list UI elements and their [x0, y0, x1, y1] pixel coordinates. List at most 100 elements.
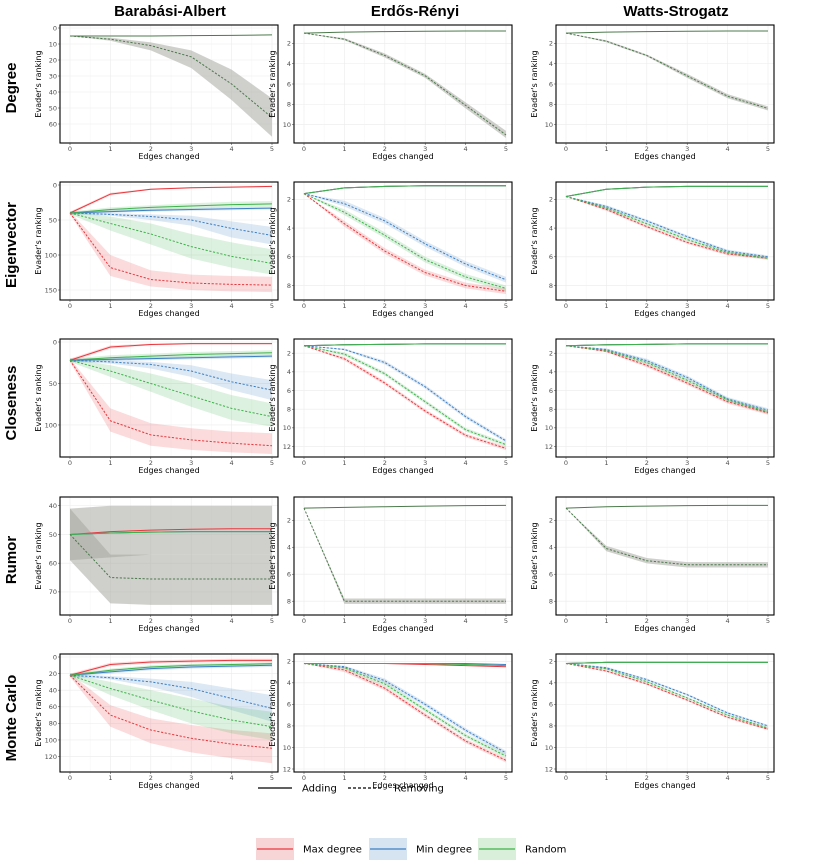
y-axis-label: Evader's ranking: [34, 207, 43, 274]
series-lines: [69, 659, 273, 749]
y-tick-label-6: 6: [287, 253, 291, 261]
band-max-degree-removing: [70, 358, 272, 454]
y-tick-label-70: 70: [49, 588, 57, 596]
line-random-removing: [69, 359, 273, 418]
x-axis-label: Edges changed: [634, 466, 695, 475]
legend-adding-label: Adding: [302, 784, 337, 795]
y-tick-label-10: 10: [545, 424, 553, 432]
y-tick-label-60: 60: [49, 559, 57, 567]
x-axis-label: Edges changed: [372, 152, 433, 161]
y-tick-label-50: 50: [49, 531, 57, 539]
gridlines: [556, 497, 774, 615]
line-all-strategies-removing: [303, 507, 506, 602]
line-max-degree-removing: [303, 193, 507, 292]
y-tick-label-0: 0: [53, 181, 57, 189]
line-random-adding: [565, 661, 768, 664]
x-tick-label-1: 1: [108, 617, 112, 625]
band-random-removing: [70, 673, 272, 740]
panel-border: [59, 24, 279, 144]
y-tick-labels: 2 4 6 8: [287, 196, 294, 290]
x-tick-label-2: 2: [149, 459, 153, 467]
x-axis-label: Edges changed: [138, 781, 199, 790]
line-max-degree-removing: [69, 674, 273, 749]
x-tick-label-1: 1: [604, 774, 608, 782]
gridlines: [294, 339, 512, 457]
confidence-bands: [304, 345, 506, 451]
x-tick-label-3: 3: [685, 774, 689, 782]
x-tick-label-0: 0: [68, 617, 72, 625]
y-tick-label-6: 6: [287, 701, 291, 709]
y-tick-labels: 40 50 60 70: [49, 502, 60, 596]
line-all-strategies-removing: [565, 507, 768, 566]
y-tick-label-100: 100: [45, 421, 57, 429]
x-tick-label-1: 1: [108, 145, 112, 153]
confidence-bands: [304, 193, 506, 295]
x-tick-label-0: 0: [68, 774, 72, 782]
y-axis-label: Evader's ranking: [268, 522, 277, 589]
y-tick-label-2: 2: [549, 517, 553, 525]
gridlines: [556, 339, 774, 457]
panel-eigenvector-erd-s-r-nyi: 0 1 2 3 4 5 2 4 6 8 Edges changed Evader's ranking: [268, 181, 513, 318]
x-tick-label-4: 4: [464, 302, 468, 310]
x-tick-label-4: 4: [464, 145, 468, 153]
x-tick-labels: 0 1 2 3 4 5: [302, 457, 508, 467]
y-tick-label-40: 40: [49, 88, 57, 96]
confidence-bands: [566, 508, 768, 568]
y-tick-label-4: 4: [287, 224, 291, 232]
y-tick-label-4: 4: [287, 544, 291, 552]
x-tick-label-5: 5: [766, 617, 770, 625]
line-random-removing: [565, 345, 769, 413]
line-min-degree-removing: [303, 193, 507, 281]
x-tick-label-5: 5: [270, 617, 274, 625]
y-tick-label-8: 8: [549, 101, 553, 109]
x-tick-label-4: 4: [464, 617, 468, 625]
x-tick-label-1: 1: [342, 617, 346, 625]
line-max-degree-adding: [69, 659, 272, 676]
band-min-degree-removing: [70, 673, 272, 722]
y-tick-label-2: 2: [287, 196, 291, 204]
x-tick-label-4: 4: [230, 617, 234, 625]
y-axis-label: Evader's ranking: [34, 50, 43, 117]
x-tick-label-3: 3: [423, 617, 427, 625]
y-tick-label-2: 2: [287, 517, 291, 525]
band-max-degree-adding: [70, 505, 272, 561]
series-lines: [565, 30, 769, 109]
x-tick-label-4: 4: [464, 774, 468, 782]
x-tick-labels: 0 1 2 3 4 5: [68, 300, 274, 310]
confidence-bands: [70, 36, 272, 137]
x-tick-label-5: 5: [504, 774, 508, 782]
x-tick-label-4: 4: [230, 774, 234, 782]
panel-border: [555, 653, 775, 773]
x-axis-label: Edges changed: [634, 309, 695, 318]
panel-rumor-barab-si-albert: 0 1 2 3 4 5 40 50 60 70 Edges changed Evader's rank…: [34, 496, 279, 633]
row-title-monte-carlo: Monte Carlo: [3, 675, 20, 762]
x-tick-label-2: 2: [149, 302, 153, 310]
x-tick-label-3: 3: [685, 145, 689, 153]
y-tick-label-4: 4: [549, 224, 553, 232]
band-min-degree-removing: [566, 196, 768, 259]
band-min-degree-removing: [566, 345, 768, 412]
line-all-strategies-adding: [565, 504, 768, 509]
gridlines: [556, 25, 774, 143]
y-tick-labels: 2 4 6 8 10 12: [545, 658, 556, 773]
y-tick-label-8: 8: [549, 722, 553, 730]
band-min-degree-removing: [304, 193, 506, 283]
x-tick-label-3: 3: [189, 617, 193, 625]
panel-border: [293, 338, 513, 458]
line-all-strategies-adding: [565, 30, 768, 34]
series-lines: [303, 504, 507, 602]
line-max-degree-adding: [69, 343, 272, 361]
line-random-removing: [565, 196, 769, 259]
line-min-degree-removing: [565, 345, 769, 411]
panel-border: [293, 181, 513, 301]
x-tick-label-0: 0: [564, 302, 568, 310]
y-tick-label-0: 0: [53, 24, 57, 32]
band-min-degree-removing: [70, 358, 272, 401]
x-tick-label-1: 1: [604, 459, 608, 467]
column-title-ba: Barabási-Albert: [114, 3, 226, 20]
y-tick-labels: 0 20 40 60 80 100 120: [45, 653, 60, 761]
x-tick-label-0: 0: [564, 617, 568, 625]
line-all-strategies-removing: [565, 32, 769, 109]
x-tick-labels: 0 1 2 3 4 5: [302, 772, 508, 782]
